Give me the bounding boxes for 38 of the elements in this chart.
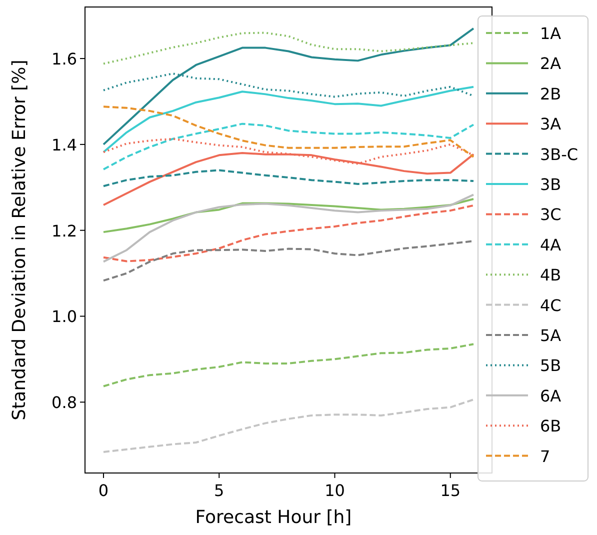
y-tick-label: 0.8: [52, 393, 77, 412]
legend-label: 7: [540, 446, 550, 466]
y-tick-label: 1.4: [52, 135, 77, 154]
x-tick-label: 0: [98, 481, 109, 500]
x-tick-label: 10: [324, 481, 345, 500]
legend-label: 1A: [540, 24, 562, 43]
legend-label: 2B: [540, 84, 562, 104]
line-series: [102, 106, 474, 158]
legend-label: 4A: [540, 235, 562, 254]
legend-label: 3A: [540, 114, 562, 134]
legend-label: 3B: [540, 175, 562, 194]
line-series: [102, 204, 474, 262]
legend-label: 6A: [540, 386, 562, 406]
legend-label: 3B-C: [540, 144, 578, 164]
line-series: [102, 32, 474, 65]
legend-label: 4B: [540, 266, 562, 285]
legend-label: 5B: [540, 356, 562, 376]
legend-label: 3C: [540, 205, 562, 224]
legend-label: 6B: [540, 416, 562, 436]
y-axis-title: Standard Deviation in Relative Error [%]: [9, 60, 30, 420]
line-series: [102, 122, 474, 170]
legend-label: 5A: [540, 326, 562, 345]
line-series: [102, 169, 474, 188]
legend-label: 4C: [540, 296, 562, 315]
line-series: [102, 86, 474, 154]
x-tick-label: 15: [440, 481, 461, 500]
x-axis-title: Forecast Hour [h]: [195, 507, 352, 528]
line-series: [102, 27, 474, 146]
y-tick-label: 1.2: [52, 221, 77, 240]
line-series: [102, 240, 474, 282]
y-tick-label: 1.6: [52, 50, 77, 69]
x-tick-label: 5: [214, 481, 224, 500]
line-series: [102, 398, 474, 453]
line-series: [102, 198, 474, 234]
legend-label: 2A: [540, 54, 562, 74]
line-series: [102, 194, 474, 263]
y-tick-label: 1.0: [52, 307, 77, 326]
line-series: [102, 343, 474, 388]
